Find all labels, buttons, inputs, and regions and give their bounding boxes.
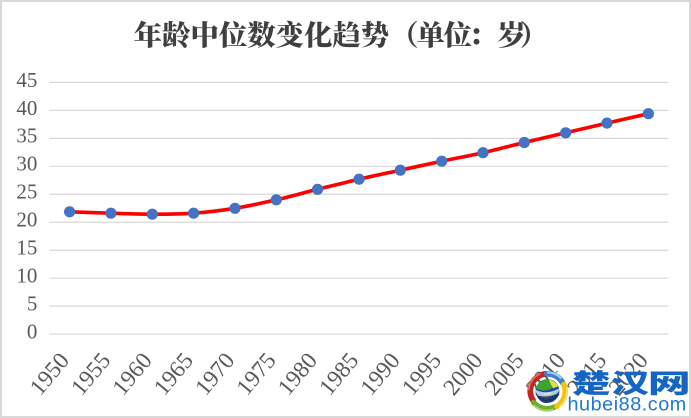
svg-text:1970: 1970: [190, 348, 240, 401]
svg-text:40: 40: [16, 96, 37, 120]
svg-text:10: 10: [16, 264, 37, 288]
svg-text:45: 45: [16, 68, 37, 92]
svg-text:35: 35: [16, 124, 37, 148]
svg-text:hubei88.com: hubei88.com: [568, 394, 687, 416]
svg-text:5: 5: [27, 292, 38, 316]
svg-text:1995: 1995: [397, 348, 447, 401]
svg-text:1980: 1980: [273, 348, 323, 401]
svg-text:20: 20: [16, 208, 37, 232]
svg-text:1950: 1950: [25, 348, 75, 401]
svg-text:30: 30: [16, 152, 37, 176]
svg-text:1965: 1965: [149, 348, 199, 401]
svg-text:0: 0: [27, 320, 38, 344]
svg-text:2005: 2005: [480, 348, 530, 401]
svg-text:1990: 1990: [356, 348, 406, 401]
svg-text:1975: 1975: [232, 348, 282, 401]
svg-text:1955: 1955: [66, 348, 116, 401]
svg-text:1960: 1960: [108, 348, 158, 401]
svg-text:15: 15: [16, 236, 37, 260]
svg-text:1985: 1985: [314, 348, 364, 401]
svg-text:25: 25: [16, 180, 37, 204]
svg-text:2000: 2000: [438, 348, 488, 401]
